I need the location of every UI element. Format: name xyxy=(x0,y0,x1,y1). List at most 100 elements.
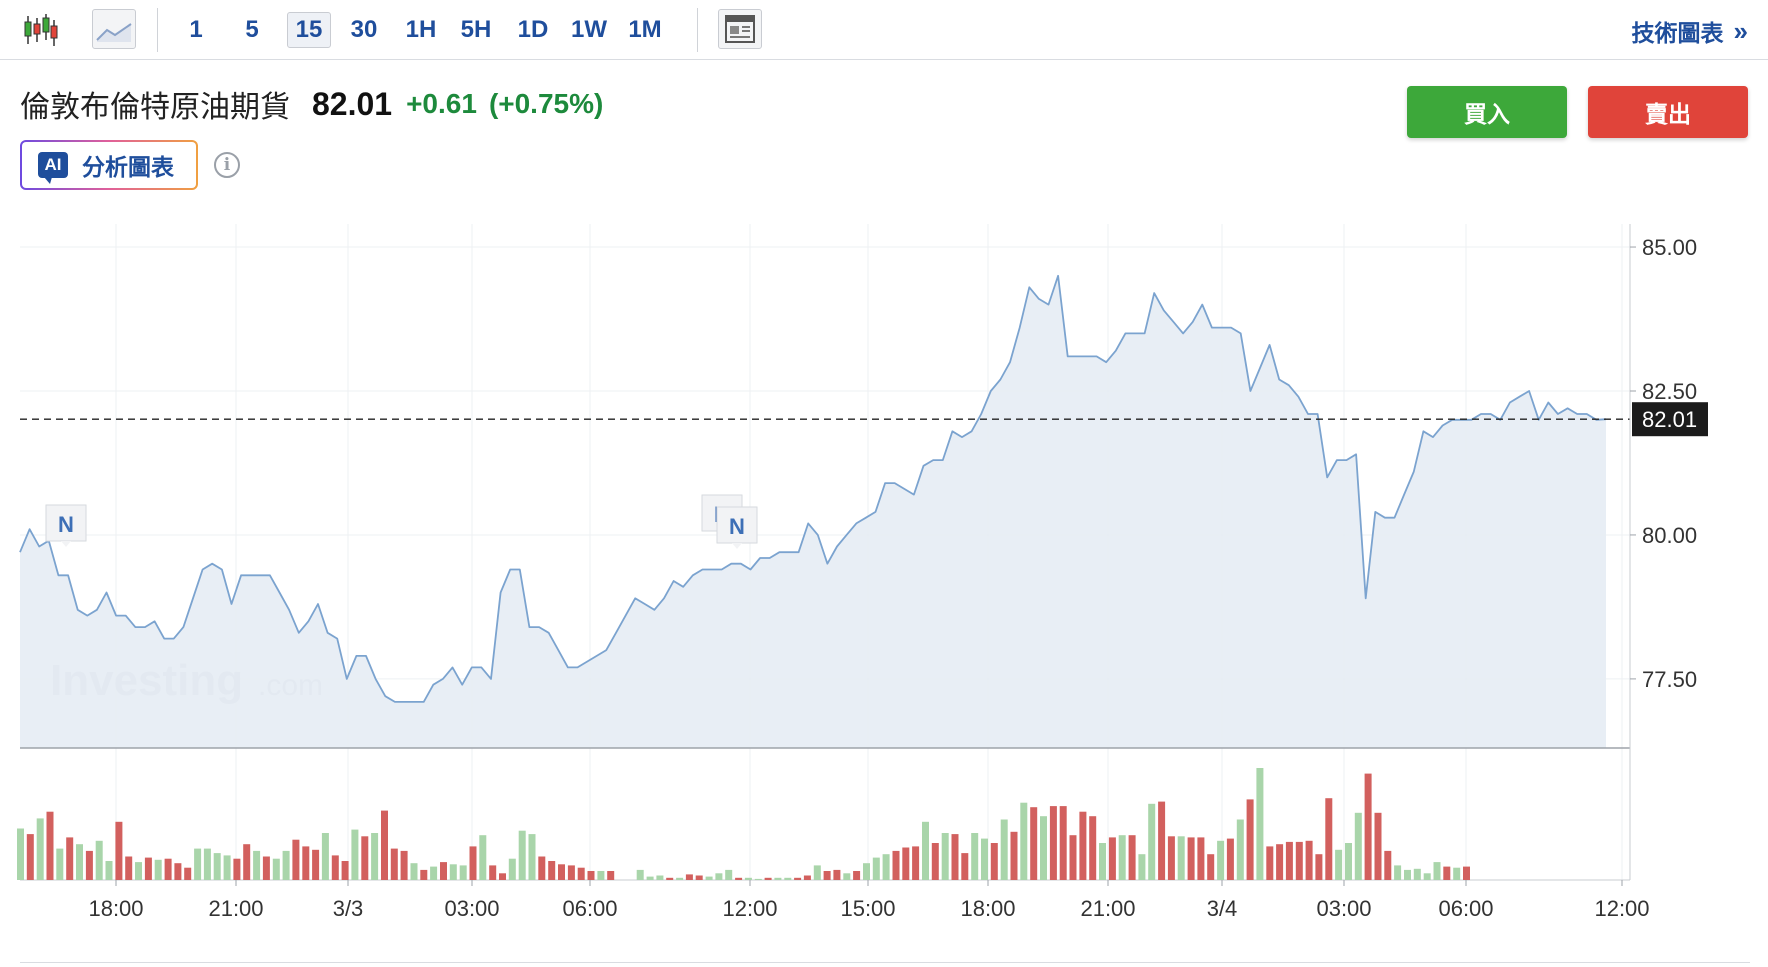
volume-bar-up xyxy=(56,848,64,880)
news-marker[interactable]: N xyxy=(45,504,87,547)
interval-1d[interactable]: 1D xyxy=(517,16,549,43)
volume-bar-up xyxy=(597,871,605,880)
volume-bar-down xyxy=(1384,850,1392,880)
volume-bar-down xyxy=(853,871,861,880)
volume-bar-down xyxy=(1364,773,1372,880)
volume-bar-up xyxy=(351,829,359,880)
volume-bar-down xyxy=(164,858,172,880)
interval-5h[interactable]: 5H xyxy=(460,16,492,43)
volume-bar-up xyxy=(213,853,221,880)
price-change-percent: (+0.75%) xyxy=(488,88,604,119)
volume-bar-up xyxy=(863,863,870,880)
volume-bar-up xyxy=(922,821,929,880)
interval-1h[interactable]: 1H xyxy=(405,16,437,43)
news-marker-box xyxy=(716,506,758,544)
volume-bar-down xyxy=(1089,816,1097,880)
volume-bar-up xyxy=(705,876,713,880)
instrument-name: 倫敦布倫特原油期貨 xyxy=(20,91,290,124)
technical-chart-link[interactable]: 技術圖表 » xyxy=(1632,14,1748,48)
volume-bar-down xyxy=(312,849,320,880)
info-icon[interactable]: i xyxy=(214,152,240,178)
news-marker-pointer xyxy=(61,541,71,547)
volume-bar-up xyxy=(449,864,457,880)
volume-bar-up xyxy=(676,877,684,880)
price-line xyxy=(19,274,1607,703)
volume-bar-up xyxy=(479,835,487,880)
interval-1w[interactable]: 1W xyxy=(571,16,607,43)
volume-bar-down xyxy=(1030,807,1038,880)
volume-bar-up xyxy=(36,818,44,880)
volume-bar-up xyxy=(508,858,516,880)
layout-button[interactable] xyxy=(718,9,762,49)
volume-bar-down xyxy=(735,877,743,880)
volume-bar-up xyxy=(1000,819,1008,880)
volume-bar-down xyxy=(685,874,693,880)
news-marker-label: N xyxy=(58,512,74,537)
volume-bar-up xyxy=(636,869,644,880)
volume-bar-down xyxy=(499,873,506,880)
volume-bar-down xyxy=(1276,844,1284,880)
volume-bar-down xyxy=(1285,841,1293,880)
ai-analysis-button[interactable]: AI 分析圖表 xyxy=(20,140,198,190)
volume-bar-down xyxy=(469,846,477,880)
volume-bar-down xyxy=(66,837,74,880)
volume-bar-down xyxy=(961,853,969,880)
volume-bar-up xyxy=(1354,812,1362,880)
volume-bar-up xyxy=(882,854,890,880)
volume-bar-down xyxy=(1128,835,1136,880)
volume-bar-down xyxy=(341,861,349,880)
volume-bar-down xyxy=(85,850,93,880)
volume-bar-up xyxy=(656,875,664,880)
news-marker[interactable]: N xyxy=(716,506,758,549)
instrument-header: 倫敦布倫特原油期貨 82.01 +0.61 (+0.75%) xyxy=(20,82,603,126)
volume-bar-down xyxy=(1463,866,1470,880)
volume-bar-down xyxy=(764,877,772,880)
volume-bar-down xyxy=(390,848,398,880)
volume-bar-up xyxy=(1177,836,1185,880)
area-chart-icon xyxy=(96,23,132,42)
volume-bar-down xyxy=(184,867,192,880)
volume-bar-up xyxy=(410,863,418,880)
x-tick-label: 03:00 xyxy=(444,896,499,921)
price-chart[interactable]: Investing.com85.0082.5080.0077.5082.0118… xyxy=(0,210,1768,962)
volume-bar-down xyxy=(1158,801,1166,880)
volume-bar-up xyxy=(971,833,979,880)
volume-bar-up xyxy=(1413,868,1421,880)
volume-bar-down xyxy=(538,856,546,880)
volume-bar-down xyxy=(1266,846,1274,880)
interval-1[interactable]: 1 xyxy=(189,16,203,43)
volume-bar-down xyxy=(902,847,910,880)
news-marker-label: N xyxy=(729,514,745,539)
volume-bar-up xyxy=(1335,849,1343,880)
volume-bar-down xyxy=(125,856,133,880)
interval-5[interactable]: 5 xyxy=(245,16,259,43)
volume-bar-up xyxy=(518,830,526,880)
interval-15[interactable]: 15 xyxy=(287,12,331,48)
volume-bar-down xyxy=(489,865,497,880)
volume-bar-down xyxy=(174,863,182,880)
volume-bar-down xyxy=(1079,811,1087,880)
interval-30[interactable]: 30 xyxy=(350,16,378,43)
buy-button[interactable]: 買入 xyxy=(1407,86,1567,138)
volume-bar-up xyxy=(105,861,113,880)
chevron-right-icon: » xyxy=(1733,15,1748,46)
volume-bar-down xyxy=(607,871,615,880)
volume-bar-up xyxy=(528,834,536,880)
x-tick-label: 18:00 xyxy=(88,896,143,921)
last-price-badge-label: 82.01 xyxy=(1642,407,1697,432)
area-chart-button[interactable] xyxy=(92,9,136,49)
volume-bar-up xyxy=(1236,819,1244,880)
volume-bar-up xyxy=(1256,768,1264,880)
x-tick-label: 06:00 xyxy=(562,896,617,921)
volume-bar-down xyxy=(1315,854,1323,880)
sell-button[interactable]: 賣出 xyxy=(1588,86,1748,138)
technical-chart-label: 技術圖表 xyxy=(1631,20,1724,46)
volume-bar-up xyxy=(203,848,211,880)
candlestick-chart-icon[interactable] xyxy=(22,12,58,48)
volume-bar-down xyxy=(115,821,123,880)
volume-bar-down xyxy=(803,875,811,880)
volume-bar-down xyxy=(381,810,388,880)
interval-1m[interactable]: 1M xyxy=(628,16,662,43)
volume-bar-up xyxy=(430,866,438,880)
last-price-badge xyxy=(1632,402,1708,437)
